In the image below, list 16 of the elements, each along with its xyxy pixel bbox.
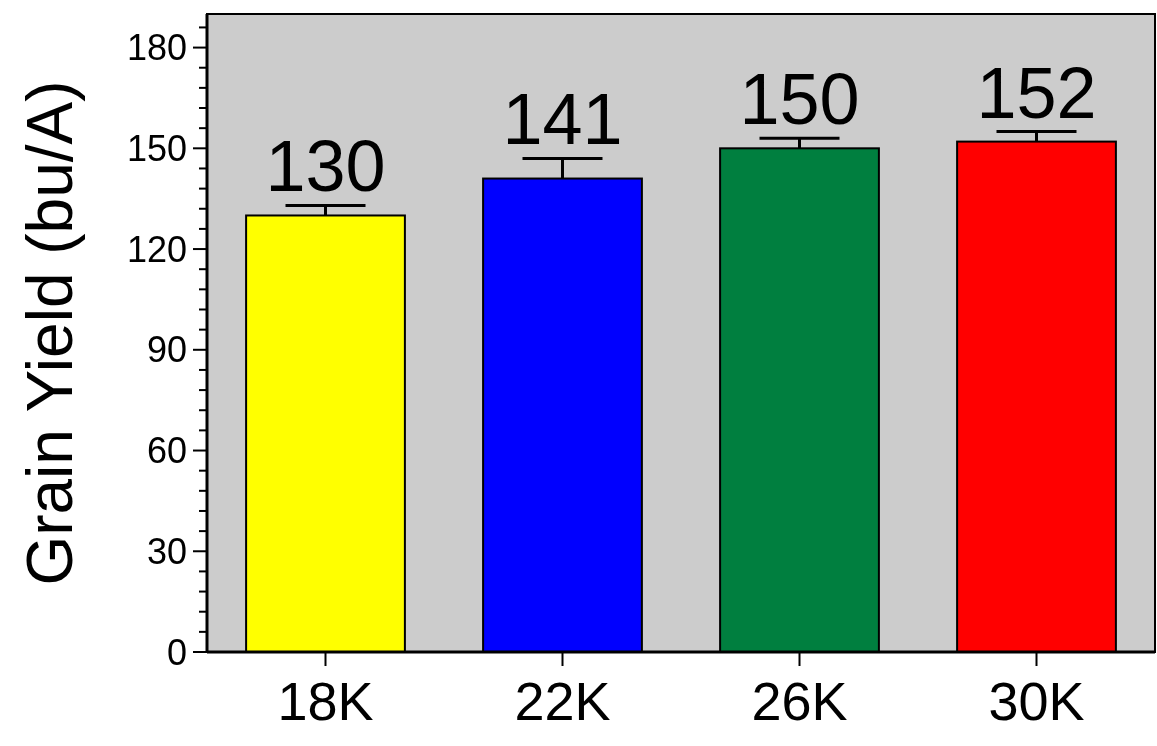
x-tick-label: 30K bbox=[988, 671, 1085, 731]
y-tick-label: 90 bbox=[146, 329, 187, 371]
x-tick-label: 18K bbox=[277, 671, 374, 731]
data-label: 150 bbox=[739, 59, 860, 140]
x-tick-label: 22K bbox=[514, 671, 611, 731]
y-tick-label: 180 bbox=[126, 27, 187, 69]
y-axis-title: Grain Yield (bu/A) bbox=[14, 80, 86, 586]
y-tick-label: 0 bbox=[166, 631, 187, 673]
x-tick-label: 26K bbox=[751, 671, 848, 731]
y-tick-label: 120 bbox=[126, 228, 187, 270]
y-tick-label: 60 bbox=[146, 430, 187, 472]
data-label: 130 bbox=[265, 126, 386, 207]
y-tick-label: 30 bbox=[146, 530, 187, 572]
y-tick-label: 150 bbox=[126, 127, 187, 169]
data-label: 141 bbox=[502, 79, 623, 160]
data-label: 152 bbox=[976, 52, 1097, 133]
